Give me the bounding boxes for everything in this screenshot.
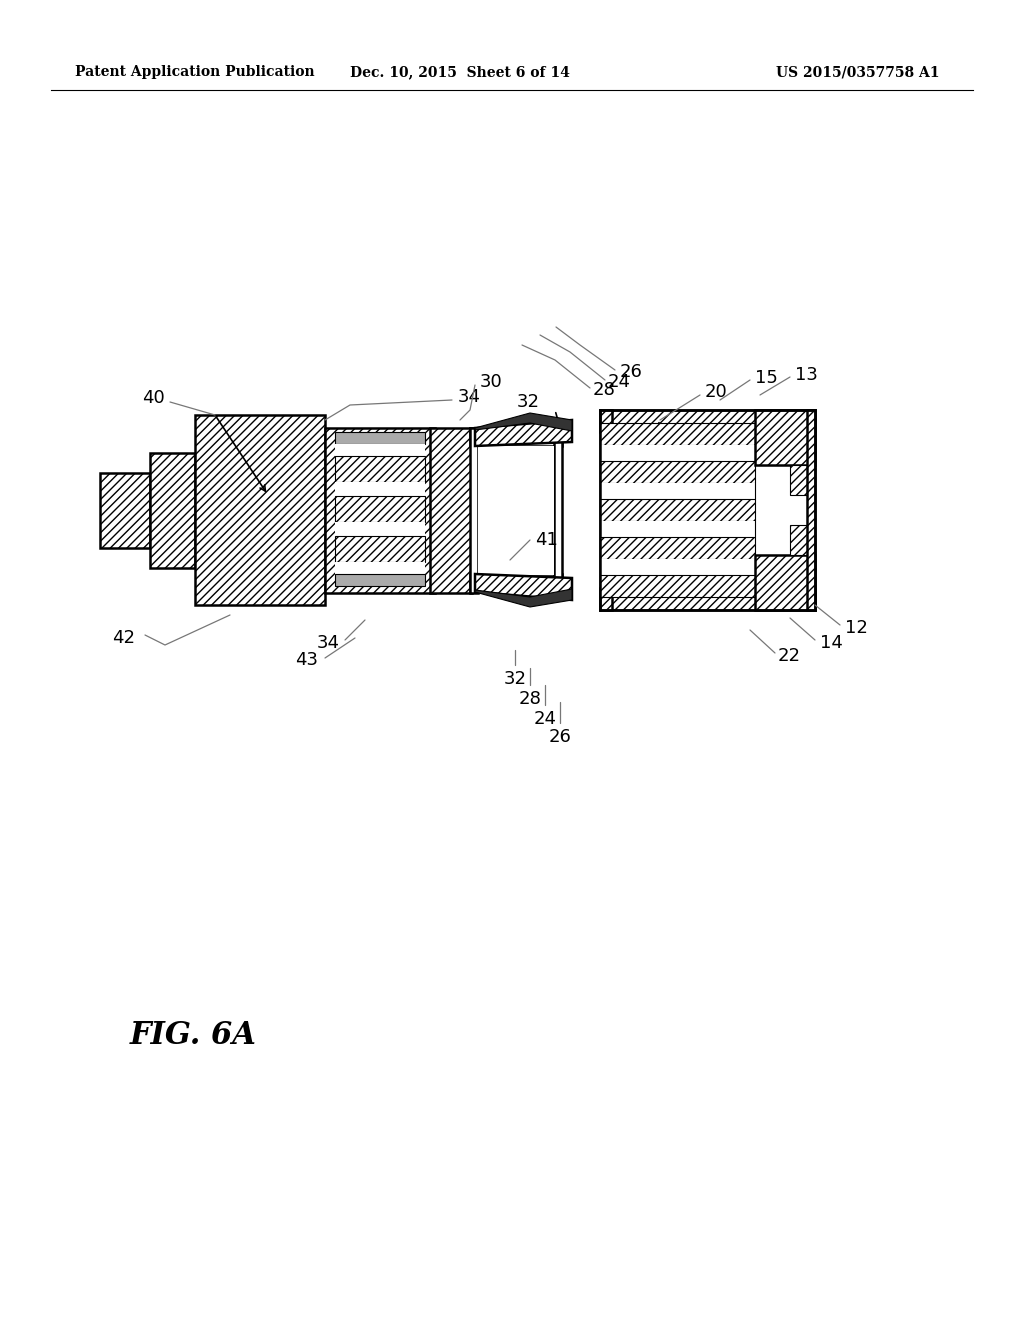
Bar (600, 461, 765, 483)
Bar (790, 525, 815, 554)
Text: 12: 12 (845, 619, 868, 638)
Bar (150, 453, 195, 568)
Bar (430, 428, 472, 593)
Bar (600, 411, 815, 432)
Polygon shape (475, 574, 572, 601)
Bar (470, 428, 562, 446)
Bar (335, 455, 425, 482)
Bar (807, 411, 815, 610)
Bar (335, 496, 425, 521)
Text: US 2015/0357758 A1: US 2015/0357758 A1 (776, 65, 940, 79)
Text: 15: 15 (755, 370, 778, 387)
Bar (755, 554, 815, 610)
Bar (335, 444, 425, 455)
Bar (600, 537, 765, 558)
Bar (600, 587, 815, 610)
Bar (100, 473, 150, 548)
Text: 13: 13 (795, 366, 818, 384)
Text: 24: 24 (534, 710, 556, 729)
Text: 20: 20 (705, 383, 728, 401)
Text: FIG. 6A: FIG. 6A (130, 1019, 257, 1051)
Text: 32: 32 (504, 671, 526, 688)
Polygon shape (475, 420, 572, 446)
Bar (600, 483, 765, 499)
Bar (790, 465, 815, 495)
Text: 40: 40 (142, 389, 165, 407)
Bar (478, 446, 554, 576)
Bar (335, 432, 425, 444)
Bar (335, 521, 425, 536)
Text: 43: 43 (295, 651, 318, 669)
Bar (600, 521, 765, 537)
Bar (195, 414, 325, 605)
Bar (335, 536, 425, 562)
Text: 28: 28 (593, 381, 615, 399)
Text: 42: 42 (112, 630, 135, 647)
Bar (755, 411, 815, 465)
Bar (600, 576, 765, 597)
Text: 26: 26 (549, 729, 571, 746)
Text: 28: 28 (518, 690, 542, 708)
Bar (335, 562, 425, 574)
Text: 30: 30 (480, 374, 503, 391)
Polygon shape (475, 589, 572, 607)
Text: 14: 14 (820, 634, 843, 652)
Text: 41: 41 (535, 531, 558, 549)
Text: 26: 26 (620, 363, 643, 381)
Bar (470, 574, 562, 591)
Bar (470, 428, 478, 593)
Text: 34: 34 (458, 388, 481, 407)
Text: Patent Application Publication: Patent Application Publication (75, 65, 314, 79)
Bar (600, 422, 765, 445)
Text: 34: 34 (317, 634, 340, 652)
Bar (600, 558, 765, 576)
Bar (554, 428, 562, 593)
Bar (335, 574, 425, 586)
Bar (600, 411, 612, 610)
Bar (600, 499, 765, 521)
Text: Dec. 10, 2015  Sheet 6 of 14: Dec. 10, 2015 Sheet 6 of 14 (350, 65, 570, 79)
Polygon shape (475, 413, 572, 432)
Bar (600, 445, 765, 461)
Bar (325, 428, 435, 593)
Text: 32: 32 (517, 393, 540, 411)
Text: 22: 22 (778, 647, 801, 665)
Bar (335, 482, 425, 496)
Bar (755, 465, 815, 554)
Text: 24: 24 (608, 374, 631, 391)
